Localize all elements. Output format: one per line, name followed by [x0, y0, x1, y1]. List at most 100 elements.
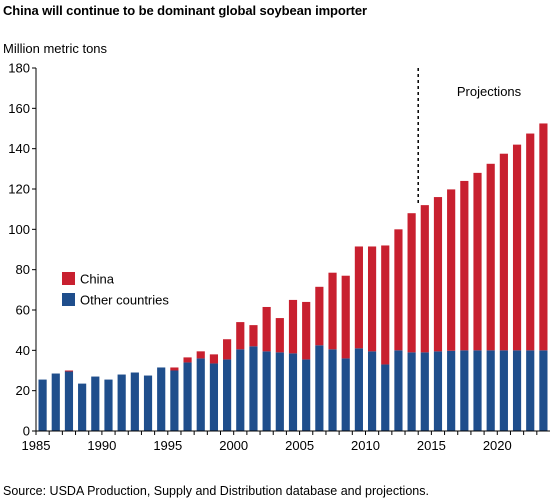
bar-china-2021 — [512, 144, 522, 351]
x-tick-label-2015: 2015 — [417, 438, 446, 453]
bar-china-2002 — [262, 306, 271, 352]
y-tick-label-120: 120 — [8, 182, 30, 197]
bar-other-1985 — [38, 379, 47, 431]
bar-other-2013 — [407, 352, 416, 431]
bar-china-2010 — [367, 246, 377, 352]
y-tick-label-0: 0 — [23, 424, 30, 439]
bar-china-1999 — [223, 339, 232, 360]
bar-china-2016 — [447, 189, 456, 351]
y-tick-label-160: 160 — [8, 101, 30, 116]
bar-other-2018 — [473, 350, 482, 431]
bar-china-2003 — [275, 318, 284, 353]
bar-china-2020 — [499, 153, 508, 351]
bar-other-1998 — [209, 363, 219, 431]
bar-other-2014 — [420, 352, 429, 431]
bar-china-1987 — [64, 370, 74, 372]
x-tick-label-2020: 2020 — [483, 438, 512, 453]
bars-layer — [38, 123, 548, 431]
y-tick-label-180: 180 — [8, 61, 30, 76]
x-tick-label-2005: 2005 — [285, 438, 314, 453]
bar-other-1999 — [223, 359, 232, 431]
bar-other-1987 — [64, 371, 74, 431]
chart-title: China will continue to be dominant globa… — [3, 3, 368, 18]
bar-other-1994 — [157, 367, 166, 431]
bar-china-1995 — [170, 367, 179, 371]
bar-other-2022 — [526, 350, 535, 431]
y-tick-label-140: 140 — [8, 141, 30, 156]
bar-china-2005 — [302, 301, 311, 360]
x-tick-label-2000: 2000 — [219, 438, 248, 453]
bar-china-2022 — [526, 133, 535, 351]
bar-other-2001 — [249, 346, 258, 431]
y-tick-label-60: 60 — [16, 303, 30, 318]
bar-other-2009 — [354, 348, 363, 431]
bar-other-1995 — [170, 370, 179, 431]
bar-china-2001 — [249, 325, 258, 347]
legend-label-other: Other countries — [80, 293, 169, 308]
bar-other-2016 — [447, 350, 456, 431]
bar-other-2011 — [381, 364, 390, 431]
bar-other-1988 — [78, 383, 87, 431]
legend-swatch-other — [62, 293, 75, 306]
bar-other-1996 — [183, 362, 192, 431]
bar-china-2008 — [341, 275, 350, 359]
x-tick-label-2010: 2010 — [351, 438, 380, 453]
annotation-layer: Projections — [417, 68, 522, 204]
bar-other-2019 — [486, 350, 495, 431]
y-axis-label: Million metric tons — [3, 41, 108, 56]
bar-china-2013 — [407, 213, 416, 353]
legend-swatch-china — [62, 272, 75, 285]
bar-other-2017 — [460, 350, 469, 431]
x-tick-label-1995: 1995 — [153, 438, 182, 453]
bar-other-2005 — [302, 359, 311, 431]
bar-other-2007 — [328, 349, 337, 431]
bar-other-1990 — [104, 379, 113, 431]
bar-china-1996 — [183, 357, 192, 363]
bar-other-2008 — [341, 358, 350, 431]
x-tick-label-1985: 1985 — [22, 438, 51, 453]
bar-china-2017 — [460, 180, 469, 351]
bar-china-2012 — [394, 229, 403, 351]
bar-other-2021 — [512, 350, 522, 431]
bar-china-2023 — [539, 123, 548, 351]
bar-other-1997 — [196, 358, 205, 431]
x-tick-label-1990: 1990 — [87, 438, 116, 453]
bar-other-2023 — [539, 350, 548, 431]
axes-layer: 0 20 40 60 80 100 120 140 160 180 1985 1990 1995 2000… — [8, 61, 550, 453]
bar-china-2000 — [236, 322, 245, 350]
bar-other-2010 — [367, 351, 377, 431]
bar-other-2012 — [394, 350, 403, 431]
bar-other-2020 — [499, 350, 508, 431]
bar-other-2004 — [288, 353, 298, 431]
bar-china-2006 — [315, 286, 324, 346]
bar-china-2018 — [473, 172, 482, 351]
projections-label: Projections — [457, 84, 522, 99]
bar-china-1997 — [196, 351, 205, 359]
bar-china-2014 — [420, 205, 429, 353]
legend: China Other countries — [62, 272, 169, 308]
bar-china-2015 — [433, 197, 443, 352]
bar-other-1992 — [130, 372, 139, 431]
bar-other-1993 — [143, 375, 153, 431]
bar-china-2019 — [486, 163, 495, 351]
bar-other-2015 — [433, 351, 443, 431]
bar-china-2004 — [288, 299, 298, 354]
bar-other-1991 — [117, 374, 126, 431]
source-note: Source: USDA Production, Supply and Dist… — [3, 484, 429, 498]
legend-label-china: China — [80, 272, 115, 287]
bar-other-2000 — [236, 349, 245, 431]
bar-china-1998 — [209, 354, 219, 364]
bar-china-2009 — [354, 246, 363, 349]
stacked-bar-chart: 0 20 40 60 80 100 120 140 160 180 1985 1990 1995 2000… — [8, 61, 550, 453]
bar-other-2006 — [315, 345, 324, 431]
y-tick-label-100: 100 — [8, 222, 30, 237]
bar-other-2003 — [275, 352, 284, 431]
y-tick-label-40: 40 — [16, 343, 30, 358]
y-tick-label-20: 20 — [16, 383, 30, 398]
bar-china-2011 — [381, 245, 390, 365]
bar-china-2007 — [328, 272, 337, 350]
bar-other-2002 — [262, 351, 271, 431]
bar-other-1989 — [91, 376, 100, 431]
bar-other-1986 — [51, 373, 60, 431]
y-tick-label-80: 80 — [16, 262, 30, 277]
